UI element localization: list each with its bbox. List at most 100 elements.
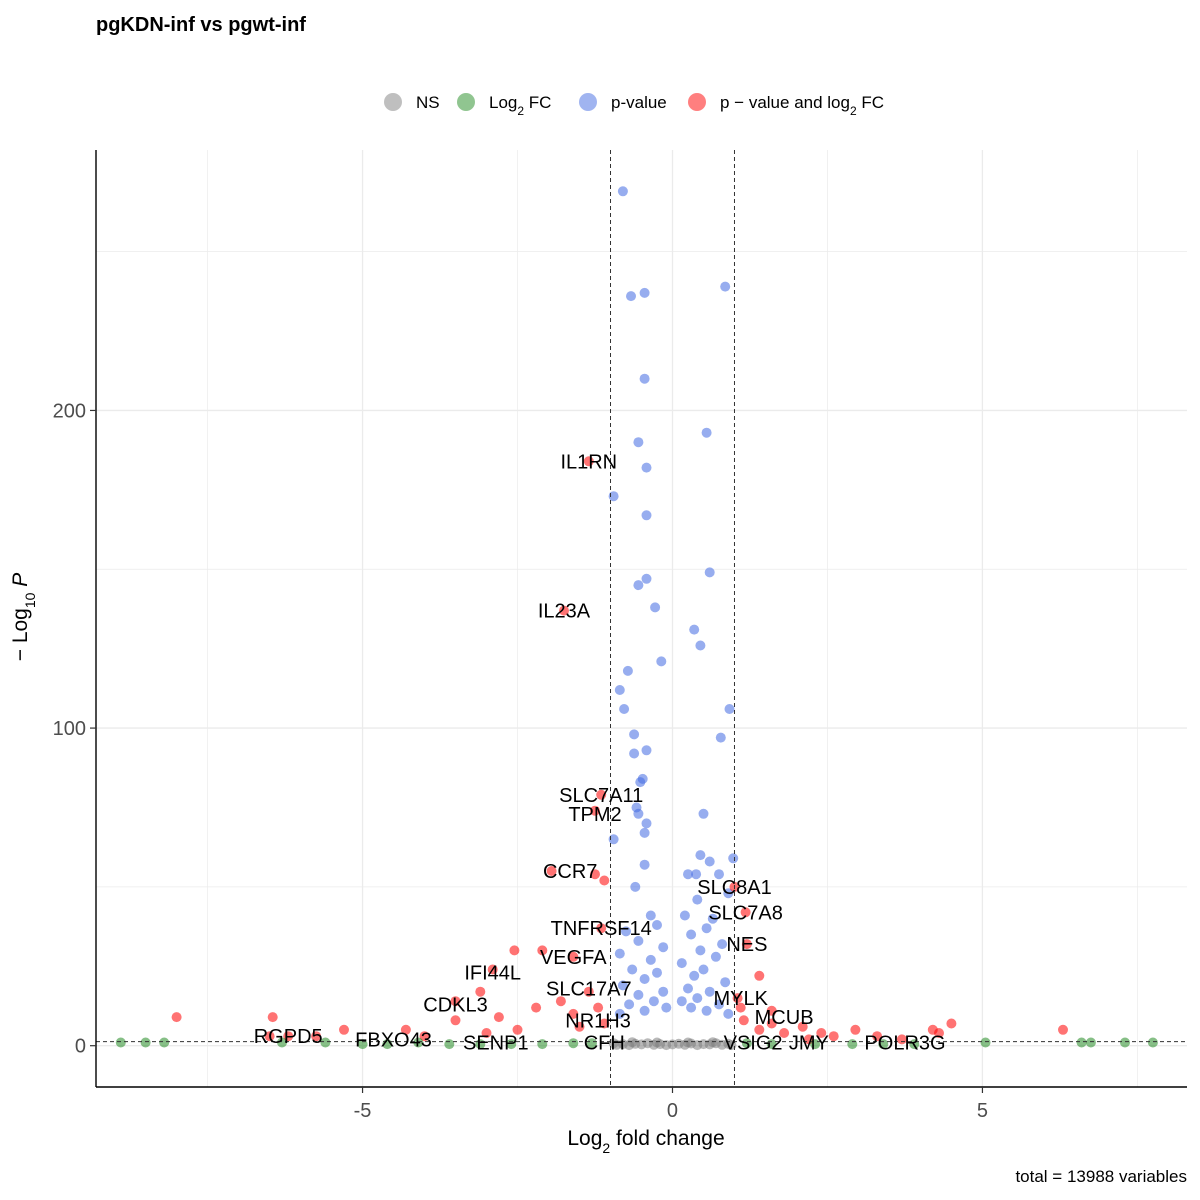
point-pfc xyxy=(754,1024,765,1035)
point-p xyxy=(683,983,693,994)
point-p xyxy=(720,977,731,988)
legend-label: NS xyxy=(416,93,440,112)
x-tick-label: 0 xyxy=(667,1100,678,1122)
point-p xyxy=(641,573,652,584)
point-pfc xyxy=(735,1002,746,1013)
point-p xyxy=(639,1005,650,1016)
legend-item-pfc: p − value and log2 FC xyxy=(688,93,884,118)
point-p xyxy=(695,850,706,861)
point-pfc xyxy=(797,1021,808,1032)
point-fc xyxy=(537,1039,548,1050)
point-p xyxy=(701,923,712,934)
point-ns xyxy=(726,1040,737,1051)
point-fc xyxy=(444,1039,455,1050)
point-pfc xyxy=(583,986,594,997)
point-p xyxy=(692,894,703,905)
gene-label: SLC7A8 xyxy=(708,902,783,924)
point-pfc xyxy=(934,1028,944,1038)
point-p xyxy=(701,427,712,438)
gene-label: IL23A xyxy=(538,601,591,623)
y-tick-label: 100 xyxy=(53,718,86,740)
data-points xyxy=(115,186,1158,1051)
point-pfc xyxy=(481,1028,492,1038)
point-p xyxy=(641,745,652,756)
point-pfc xyxy=(583,456,594,467)
point-p xyxy=(641,818,652,829)
point-p xyxy=(630,881,641,892)
point-p xyxy=(619,704,630,714)
point-p xyxy=(683,869,693,880)
point-fc xyxy=(568,1038,579,1049)
point-p xyxy=(629,729,640,740)
point-p xyxy=(723,888,734,899)
point-p xyxy=(661,1002,672,1013)
point-p xyxy=(639,859,650,870)
legend-item-p: p-value xyxy=(579,93,667,112)
point-pfc xyxy=(509,945,520,956)
point-p xyxy=(627,964,638,975)
point-p xyxy=(704,986,715,997)
point-pfc xyxy=(1058,1024,1068,1035)
point-fc xyxy=(741,1038,752,1049)
point-fc xyxy=(1085,1037,1096,1048)
point-p xyxy=(720,281,731,292)
point-pfc xyxy=(267,1012,278,1023)
point-pfc xyxy=(339,1024,349,1035)
point-pfc xyxy=(450,1015,461,1026)
point-p xyxy=(614,685,625,695)
point-p xyxy=(715,732,726,743)
point-p xyxy=(714,869,724,880)
point-p xyxy=(639,373,650,384)
point-p xyxy=(626,291,636,302)
point-pfc xyxy=(171,1012,182,1023)
x-tick-label: 5 xyxy=(977,1100,988,1122)
gene-label: MYLK xyxy=(713,988,768,1010)
point-p xyxy=(704,856,715,867)
legend-swatch xyxy=(688,93,706,111)
point-pfc xyxy=(537,945,548,956)
point-p xyxy=(701,1005,712,1016)
point-pfc xyxy=(779,1028,790,1038)
point-p xyxy=(645,954,656,965)
gene-label: CFH xyxy=(584,1033,625,1055)
gene-label: MCUB xyxy=(755,1007,814,1029)
point-p xyxy=(641,462,652,473)
gene-label: VEGFA xyxy=(540,947,607,969)
point-p xyxy=(656,656,667,667)
point-pfc xyxy=(599,1018,610,1029)
gene-label: CDKL3 xyxy=(423,994,487,1016)
point-pfc xyxy=(850,1024,861,1035)
legend-label: Log2 FC xyxy=(489,93,551,118)
point-pfc xyxy=(593,1002,604,1013)
gene-label: SENP1 xyxy=(463,1033,529,1055)
point-pfc xyxy=(766,1018,777,1029)
point-pfc xyxy=(546,866,557,876)
point-pfc xyxy=(740,907,751,918)
point-p xyxy=(629,748,640,759)
gene-label: POLR3G xyxy=(864,1033,945,1055)
point-fc xyxy=(277,1037,287,1048)
gene-label: VSIG2 xyxy=(724,1033,783,1055)
point-pfc xyxy=(828,1031,839,1042)
point-p xyxy=(639,287,650,298)
point-fc xyxy=(586,1038,597,1049)
point-pfc xyxy=(311,1031,322,1042)
gene-label: TPM2 xyxy=(568,804,621,826)
grid xyxy=(96,150,1187,1087)
legend-item-fc: Log2 FC xyxy=(457,93,551,118)
point-p xyxy=(633,808,644,819)
chart-title: pgKDN-inf vs pgwt-inf xyxy=(96,14,306,36)
point-p xyxy=(691,869,702,880)
point-pfc xyxy=(816,1028,827,1038)
legend: NS Log2 FC p-value p − value and log2 FC xyxy=(384,93,884,118)
point-p xyxy=(714,999,724,1010)
point-fc xyxy=(506,1039,517,1050)
point-pfc xyxy=(283,1031,294,1042)
gene-label: SLC7A11 xyxy=(559,785,643,807)
legend-swatch xyxy=(384,93,402,111)
point-p xyxy=(639,974,650,984)
point-pfc xyxy=(741,939,752,950)
point-p xyxy=(695,640,706,651)
